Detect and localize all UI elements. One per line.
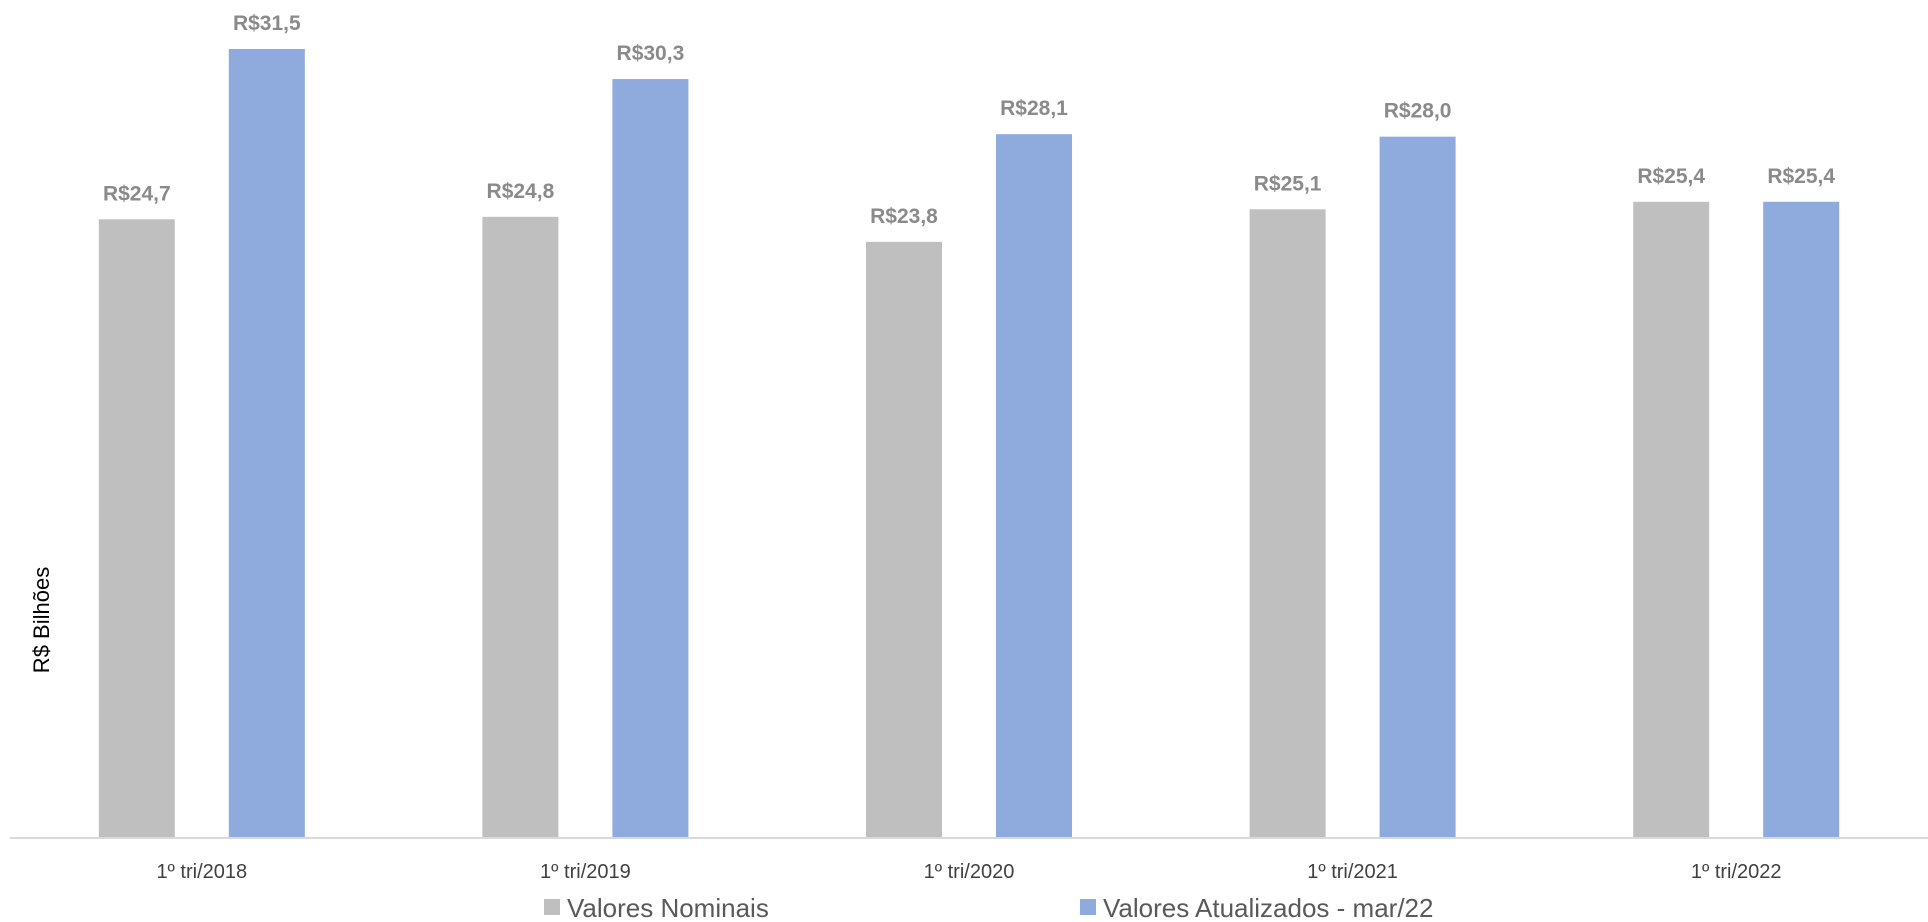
bar-series1-0: [228, 49, 305, 838]
legend-label-nominais: Valores Nominais: [567, 893, 769, 922]
bar-series0-2: [866, 241, 942, 838]
bar-series1-1: [612, 79, 689, 839]
x-tick-label-0: 1º tri/2018: [156, 861, 247, 883]
x-tick-label-2: 1º tri/2020: [924, 861, 1015, 883]
bar-series0-3: [1249, 209, 1326, 839]
bar-series0-0: [98, 219, 175, 839]
bar-label-series1-1: R$30,3: [617, 42, 685, 65]
x-axis-ticks: 1º tri/2018 1º tri/2019 1º tri/2020 1º tri/…: [156, 861, 1781, 883]
bars-layer: R$24,7 R$31,5 R$24,8 R$30,3 R$23,8 R$28,1 R$25…: [98, 12, 1840, 839]
bar-label-series0-1: R$24,8: [487, 180, 555, 203]
bar-label-series1-0: R$31,5: [233, 12, 301, 35]
bar-series1-2: [996, 134, 1072, 838]
y-axis-label: R$ Bilhões: [29, 567, 54, 673]
bar-label-series1-3: R$28,0: [1384, 100, 1452, 123]
x-tick-label-4: 1º tri/2022: [1691, 861, 1782, 883]
legend-label-atualizados: Valores Atualizados - mar/22: [1103, 893, 1433, 922]
x-tick-label-1: 1º tri/2019: [540, 861, 631, 883]
legend-swatch-nominais: [544, 899, 560, 915]
bar-series1-4: [1763, 201, 1840, 839]
x-tick-label-3: 1º tri/2021: [1307, 861, 1398, 883]
bar-label-series1-2: R$28,1: [1000, 97, 1068, 120]
bar-series0-4: [1633, 201, 1710, 839]
bar-series0-1: [482, 216, 559, 839]
legend-swatch-atualizados: [1080, 899, 1096, 915]
bar-label-series0-0: R$24,7: [103, 182, 171, 205]
bar-label-series0-4: R$25,4: [1637, 165, 1705, 188]
legend: Valores Nominais Valores Atualizados - m…: [544, 893, 1433, 922]
bar-series1-3: [1379, 136, 1456, 838]
bar-label-series0-3: R$25,1: [1254, 172, 1322, 195]
bar-label-series0-2: R$23,8: [870, 205, 938, 228]
bar-label-series1-4: R$25,4: [1767, 165, 1835, 188]
